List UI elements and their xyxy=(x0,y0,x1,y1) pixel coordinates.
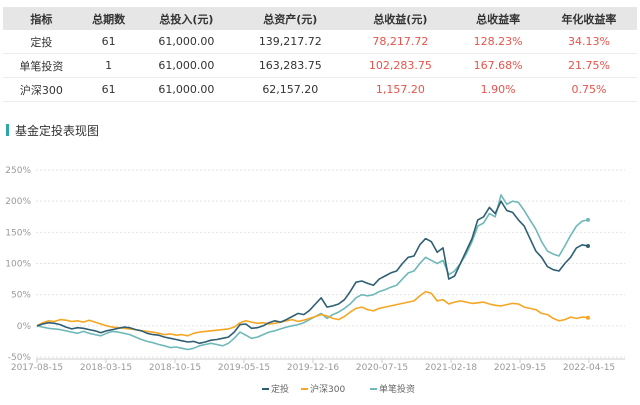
y-tick-label: 250% xyxy=(5,166,31,176)
cell-return: 1,157.20 xyxy=(345,77,456,102)
cell-input: 61,000.00 xyxy=(137,30,236,54)
cell-annual-rate: 21.75% xyxy=(540,53,637,78)
cell-input: 61,000.00 xyxy=(137,53,236,78)
section-title-accent xyxy=(6,124,9,136)
y-tick-label: 200% xyxy=(5,197,31,207)
cell-name: 单笔投资 xyxy=(3,53,80,78)
y-tick-label: -50% xyxy=(8,353,32,363)
series-end-marker-定投 xyxy=(586,244,590,249)
x-tick-label: 2018-03-15 xyxy=(80,363,132,373)
table-row: 单笔投资 1 61,000.00 163,283.75 102,283.75 1… xyxy=(3,53,637,78)
series-line-沪深300 xyxy=(36,290,589,337)
x-tick-label: 2021-09-15 xyxy=(494,363,546,373)
header-indicator: 指标 xyxy=(3,7,80,30)
x-tick-label: 2017-08-15 xyxy=(11,363,63,373)
cell-return-rate: 167.68% xyxy=(455,53,541,78)
cell-name: 沪深300 xyxy=(3,77,80,102)
x-tick-label: 2022-04-15 xyxy=(563,363,615,373)
cell-periods: 61 xyxy=(79,77,138,102)
cell-return-rate: 1.90% xyxy=(455,77,541,102)
y-tick-label: 100% xyxy=(5,260,31,270)
x-tick-label: 2020-07-15 xyxy=(356,363,408,373)
cell-return-rate: 128.23% xyxy=(455,30,541,54)
header-return-rate: 总收益率 xyxy=(455,7,541,30)
legend-label: 单笔投资 xyxy=(379,383,415,395)
series-end-marker-单笔投资 xyxy=(586,217,590,222)
table-row: 定投 61 61,000.00 139,217.72 78,217.72 128… xyxy=(3,30,637,54)
table-header-row: 指标 总期数 总投入(元) 总资产(元) 总收益(元) 总收益率 年化收益率 xyxy=(3,7,637,30)
cell-input: 61,000.00 xyxy=(137,77,236,102)
cell-name: 定投 xyxy=(3,30,80,54)
cell-return: 78,217.72 xyxy=(345,30,456,54)
cell-return: 102,283.75 xyxy=(345,53,456,78)
cell-annual-rate: 34.13% xyxy=(540,30,637,54)
header-total-assets: 总资产(元) xyxy=(235,7,346,30)
cell-assets: 62,157.20 xyxy=(235,77,346,102)
header-periods: 总期数 xyxy=(79,7,138,30)
table-row: 沪深300 61 61,000.00 62,157.20 1,157.20 1.… xyxy=(3,77,637,102)
series-end-marker-沪深300 xyxy=(586,315,590,320)
legend-label: 沪深300 xyxy=(310,383,345,395)
header-annual-rate: 年化收益率 xyxy=(540,7,637,30)
section-title: 基金定投表现图 xyxy=(15,124,100,138)
x-tick-label: 2018-10-15 xyxy=(149,363,201,373)
summary-table: 指标 总期数 总投入(元) 总资产(元) 总收益(元) 总收益率 年化收益率 定… xyxy=(3,7,637,102)
y-tick-label: 50% xyxy=(11,291,31,301)
cell-periods: 61 xyxy=(79,30,138,54)
cell-assets: 163,283.75 xyxy=(235,53,346,78)
header-total-input: 总投入(元) xyxy=(137,7,236,30)
x-tick-label: 2019-05-15 xyxy=(218,363,270,373)
header-total-return: 总收益(元) xyxy=(345,7,456,30)
legend-label: 定投 xyxy=(271,383,289,395)
y-tick-label: 0% xyxy=(17,322,32,332)
cell-assets: 139,217.72 xyxy=(235,30,346,54)
y-tick-label: 150% xyxy=(5,228,31,238)
x-tick-label: 2021-02-18 xyxy=(425,363,478,373)
series-line-定投 xyxy=(36,200,589,345)
x-tick-label: 2019-12-16 xyxy=(287,363,340,373)
cell-periods: 1 xyxy=(79,53,138,78)
cell-annual-rate: 0.75% xyxy=(540,77,637,102)
